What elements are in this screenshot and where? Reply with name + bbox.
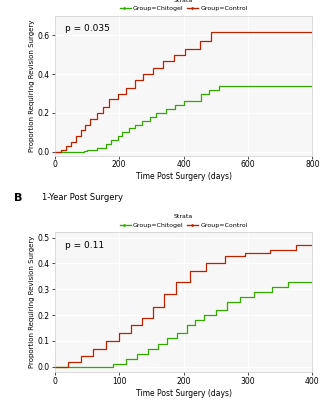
Legend: Group=Chitogel, Group=Control: Group=Chitogel, Group=Control [119, 214, 248, 228]
Text: 1-Year Post Surgery: 1-Year Post Surgery [42, 193, 123, 202]
Text: B: B [14, 193, 22, 203]
Y-axis label: Proportion Requiring Revision Surgery: Proportion Requiring Revision Surgery [29, 236, 35, 368]
X-axis label: Time Post Surgery (days): Time Post Surgery (days) [136, 172, 232, 181]
Text: p = 0.11: p = 0.11 [65, 241, 104, 250]
Text: p = 0.035: p = 0.035 [65, 24, 110, 33]
X-axis label: Time Post Surgery (days): Time Post Surgery (days) [136, 389, 232, 398]
Y-axis label: Proportion Requiring Revision Surgery: Proportion Requiring Revision Surgery [29, 20, 35, 152]
Legend: Group=Chitogel, Group=Control: Group=Chitogel, Group=Control [119, 0, 248, 12]
